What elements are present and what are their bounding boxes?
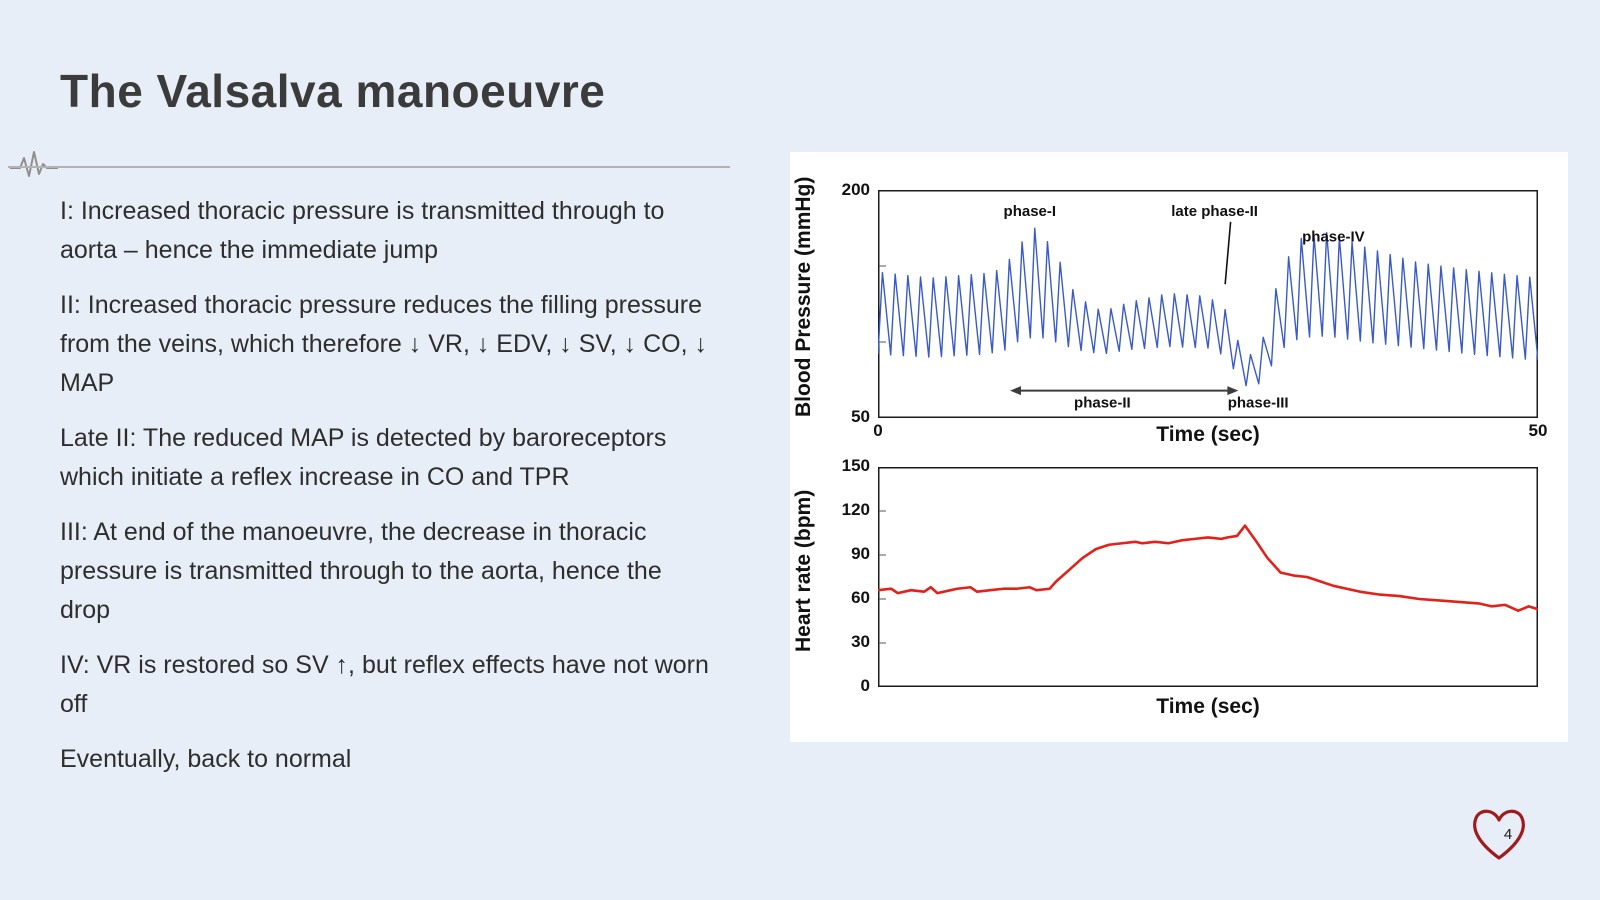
- bp-xtick-label: 0: [873, 421, 883, 440]
- hr-ytick-label: 90: [851, 544, 870, 563]
- hr-trace: [878, 524, 1538, 613]
- divider-line: [8, 166, 730, 168]
- bp-y-axis-label: Blood Pressure (mmHg): [792, 176, 815, 418]
- hr-ytick-label: 60: [851, 588, 870, 607]
- slide-title: The Valsalva manoeuvre: [60, 65, 606, 117]
- bp-ytick-label: 50: [851, 407, 870, 426]
- body-paragraph-5: IV: VR is restored so SV ↑, but reflex e…: [60, 651, 709, 718]
- hr-ytick-label: 150: [841, 456, 870, 475]
- bp-trace: [878, 227, 1538, 387]
- hr-y-axis-label: Heart rate (bpm): [792, 489, 815, 653]
- body-paragraph-2: II: Increased thoracic pressure reduces …: [60, 291, 708, 397]
- late-phase-2-pointer-line: [1224, 221, 1232, 285]
- charts-panel: Blood Pressure (mmHg) 200 50 phase-I late…: [790, 152, 1568, 742]
- bp-ytick-label: 200: [841, 180, 870, 199]
- page-number: 4: [1503, 826, 1513, 843]
- hr-ytick-label: 0: [860, 676, 870, 695]
- bp-annotation-phase-II: phase-II: [1074, 394, 1131, 411]
- bp-annotation-phase-III: phase-III: [1228, 394, 1289, 411]
- slide-body: I: Increased thoracic pressure is transm…: [60, 192, 715, 795]
- bp-annotation-phase-IV: phase-IV: [1302, 229, 1365, 246]
- bp-annotation-late phase-II: late phase-II: [1171, 203, 1258, 220]
- bp-x-axis-label: Time (sec): [1156, 423, 1260, 446]
- bp-xtick-label: 50: [1528, 421, 1548, 440]
- blood-pressure-chart: phase-I late phase-II phase-IV phase-II phas…: [878, 190, 1538, 418]
- hr-ytick-label: 30: [851, 632, 870, 651]
- bp-annotation-phase-I: phase-I: [1004, 203, 1057, 220]
- body-paragraph-6: Eventually, back to normal: [60, 745, 352, 773]
- body-paragraph-3: Late II: The reduced MAP is detected by …: [60, 424, 667, 491]
- heart-rate-chart: [878, 467, 1538, 687]
- body-paragraph-1: I: Increased thoracic pressure is transm…: [60, 197, 665, 264]
- hr-ytick-label: 120: [841, 500, 870, 519]
- body-paragraph-4: III: At end of the manoeuvre, the decrea…: [60, 518, 662, 624]
- heart-page-icon: [1473, 809, 1525, 860]
- hr-x-axis-label: Time (sec): [1156, 695, 1260, 718]
